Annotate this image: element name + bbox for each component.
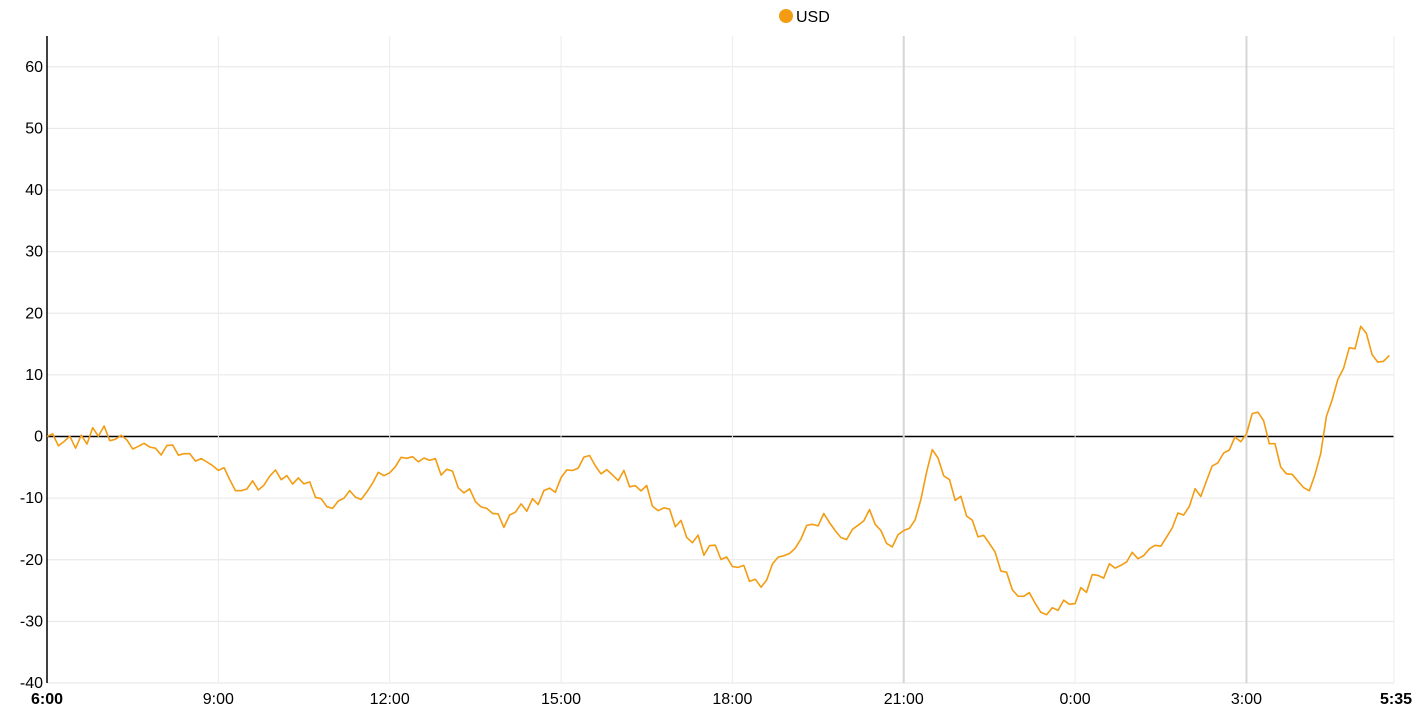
x-axis: 6:00 9:00 12:00 15:00 18:00 21:00 0:00 3:00 5:35 bbox=[31, 691, 1412, 708]
y-tick-label: -40 bbox=[20, 675, 43, 692]
y-tick-label: 40 bbox=[25, 182, 43, 199]
legend-item-usd[interactable]: USD bbox=[779, 9, 830, 26]
series-lines bbox=[47, 325, 1390, 616]
grid bbox=[47, 36, 1395, 684]
y-tick-label: 10 bbox=[25, 367, 43, 384]
x-tick-label: 15:00 bbox=[541, 691, 581, 708]
y-tick-label: 0 bbox=[34, 429, 43, 446]
x-tick-label: 0:00 bbox=[1060, 691, 1091, 708]
legend: USD bbox=[779, 9, 830, 26]
legend-swatch bbox=[779, 9, 793, 23]
legend-label: USD bbox=[796, 9, 830, 26]
y-tick-label: -10 bbox=[20, 490, 43, 507]
x-tick-label: 5:35 bbox=[1380, 691, 1412, 708]
x-tick-label: 9:00 bbox=[203, 691, 234, 708]
x-tick-label: 3:00 bbox=[1231, 691, 1262, 708]
x-tick-label: 12:00 bbox=[370, 691, 410, 708]
y-tick-label: -30 bbox=[20, 613, 43, 630]
y-tick-label: 20 bbox=[25, 305, 43, 322]
x-tick-label: 18:00 bbox=[712, 691, 752, 708]
y-tick-label: 60 bbox=[25, 59, 43, 76]
series-line-usd bbox=[47, 325, 1390, 616]
y-tick-label: -20 bbox=[20, 552, 43, 569]
y-axis: 60 50 40 30 20 10 0 -10 -20 -30 -40 bbox=[20, 59, 43, 692]
y-tick-label: 30 bbox=[25, 244, 43, 261]
x-tick-label: 21:00 bbox=[884, 691, 924, 708]
x-tick-label: 6:00 bbox=[31, 691, 63, 708]
y-tick-label: 50 bbox=[25, 120, 43, 137]
